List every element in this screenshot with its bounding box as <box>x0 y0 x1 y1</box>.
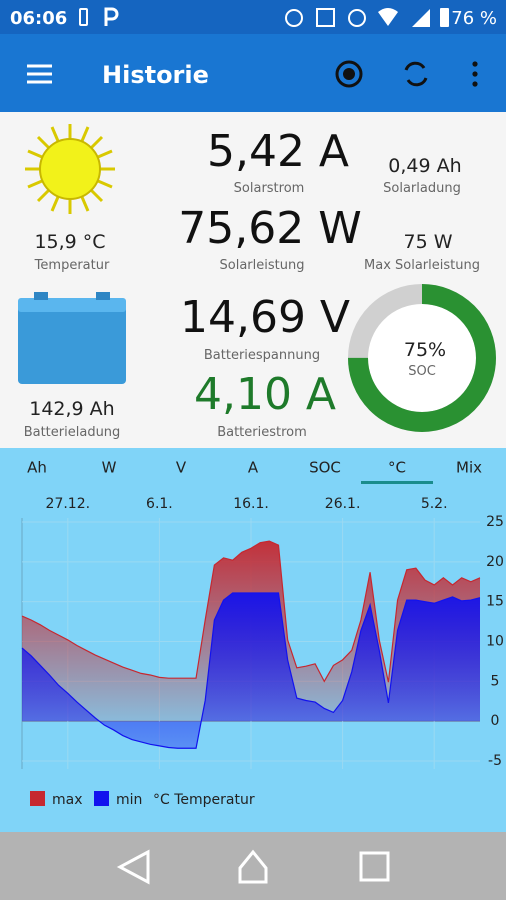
status-icon <box>348 9 366 27</box>
status-icon <box>378 8 398 26</box>
nav-bar <box>0 832 506 900</box>
menu-button[interactable] <box>27 64 52 84</box>
clock: 06:06 <box>10 8 67 29</box>
battery-level: 76 % <box>451 8 497 29</box>
value: 142,9 Ah <box>29 398 114 420</box>
tab[interactable]: Mix <box>456 459 482 477</box>
label: Temperatur <box>34 258 110 273</box>
legend-swatch <box>94 791 109 806</box>
status-icon <box>79 8 88 26</box>
x-tick-label: 6.1. <box>146 496 173 512</box>
label: Solarladung <box>383 181 461 196</box>
sun-icon <box>25 124 115 214</box>
app-bar <box>0 34 506 112</box>
tabs: Ah W V A SOC °C Mix <box>27 459 482 484</box>
status-icon <box>285 9 303 27</box>
refresh-button[interactable] <box>404 61 428 87</box>
gauge-arc <box>348 284 496 432</box>
y-tick-label: 15 <box>486 594 504 610</box>
battery-icon <box>18 292 126 384</box>
status-bar <box>0 0 506 34</box>
value: 75,62 W <box>178 203 361 254</box>
y-tick-label: 5 <box>491 673 500 689</box>
x-tick-label: 27.12. <box>46 496 91 512</box>
area <box>22 592 480 749</box>
back-button[interactable] <box>116 849 150 885</box>
y-tick-label: 0 <box>491 713 500 729</box>
tab[interactable]: W <box>102 459 117 477</box>
y-tick-label: -5 <box>488 753 502 769</box>
tab[interactable]: Ah <box>27 459 47 477</box>
legend-label: min <box>116 792 142 808</box>
status-icon <box>316 8 335 27</box>
label: Batterieladung <box>24 425 121 440</box>
status-icon <box>412 9 430 27</box>
value: 4,10 A <box>194 369 336 420</box>
x-tick-label: 5.2. <box>421 496 448 512</box>
value: 15,9 °C <box>34 231 105 253</box>
value: 5,42 A <box>207 126 349 177</box>
tab[interactable]: °C <box>388 459 406 477</box>
label: Batteriestrom <box>217 425 307 440</box>
soc-gauge <box>348 284 496 432</box>
tab[interactable]: A <box>248 459 259 477</box>
status-icon <box>440 8 449 27</box>
line <box>21 592 481 749</box>
label: Batteriespannung <box>204 348 320 363</box>
legend-label: max <box>52 792 83 808</box>
record-button[interactable] <box>335 60 363 88</box>
legend-swatch <box>30 791 45 806</box>
app-title: Historie <box>102 61 209 89</box>
x-tick-label: 26.1. <box>325 496 361 512</box>
label: Solarstrom <box>234 181 305 196</box>
chart: -5 0 5 10 15 20 25 27.12. 6.1. 16.1. 26.1. 5.2. <box>21 496 504 769</box>
y-tick-label: 25 <box>486 514 504 530</box>
value: 0,49 Ah <box>388 155 461 177</box>
value: 75 W <box>403 231 452 253</box>
tab[interactable]: V <box>176 459 187 477</box>
tab[interactable]: SOC <box>309 459 341 477</box>
home-button[interactable] <box>238 849 268 884</box>
y-tick-label: 20 <box>486 554 504 570</box>
soc-label: SOC <box>408 364 436 379</box>
recents-button[interactable] <box>359 851 390 882</box>
label: Max Solarleistung <box>364 258 480 273</box>
x-tick-label: 16.1. <box>233 496 269 512</box>
value: 14,69 V <box>180 292 350 343</box>
more-button[interactable] <box>472 61 478 87</box>
y-tick-label: 10 <box>486 634 504 650</box>
label: Solarleistung <box>220 258 305 273</box>
soc-value: 75% <box>404 339 446 361</box>
legend-title: °C Temperatur <box>153 792 255 808</box>
tab-indicator <box>361 481 433 484</box>
line <box>21 540 481 683</box>
status-icon <box>104 7 119 26</box>
